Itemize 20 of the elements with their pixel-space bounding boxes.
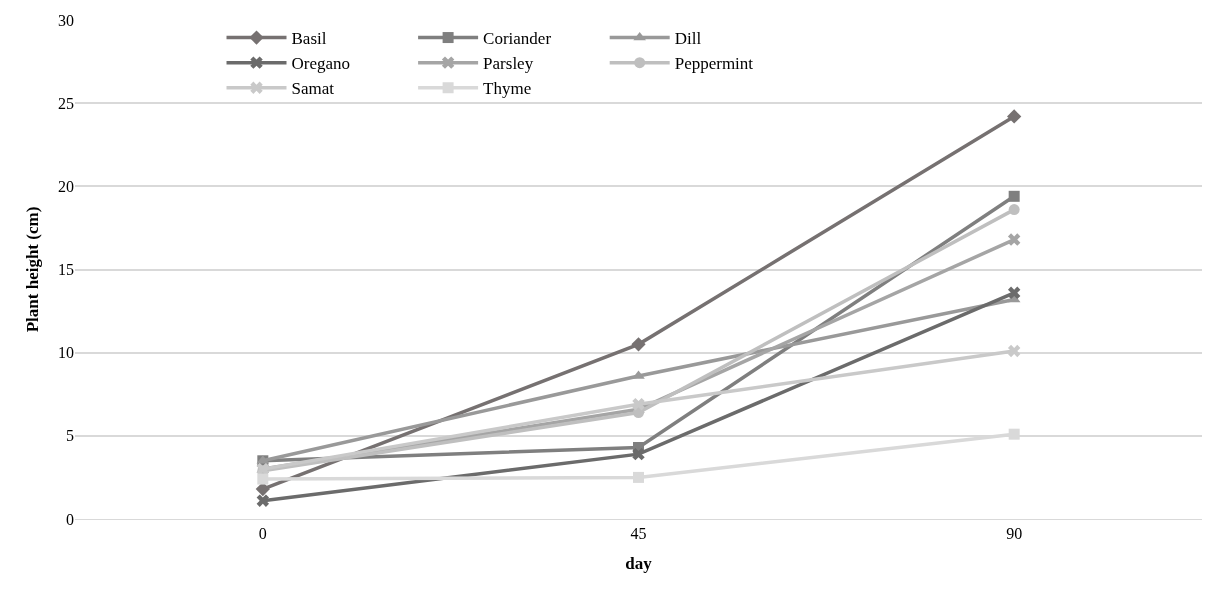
legend-label: Dill <box>674 29 702 49</box>
legend-label: Peppermint <box>674 54 754 74</box>
y-axis-title: Plant height (cm) <box>22 206 42 333</box>
y-tick-label: 0 <box>66 510 74 528</box>
y-tick-label: 30 <box>58 11 74 29</box>
legend-label: Parsley <box>483 54 534 74</box>
legend-label: Thyme <box>483 79 532 99</box>
x-axis-title: day <box>625 553 653 573</box>
y-tick-label: 5 <box>66 427 74 445</box>
legend-label: Coriander <box>483 29 552 49</box>
legend-label: Basil <box>291 29 327 49</box>
legend-label: Samat <box>291 79 335 99</box>
x-tick-label: 45 <box>630 525 647 543</box>
x-tick-label: 90 <box>1006 525 1023 543</box>
y-tick-label: 10 <box>58 344 74 362</box>
y-tick-label: 25 <box>58 94 74 112</box>
y-tick-label: 15 <box>58 261 74 279</box>
legend-label: Oregano <box>291 54 351 74</box>
y-tick-label: 20 <box>58 177 74 195</box>
x-tick-label: 0 <box>258 525 267 543</box>
